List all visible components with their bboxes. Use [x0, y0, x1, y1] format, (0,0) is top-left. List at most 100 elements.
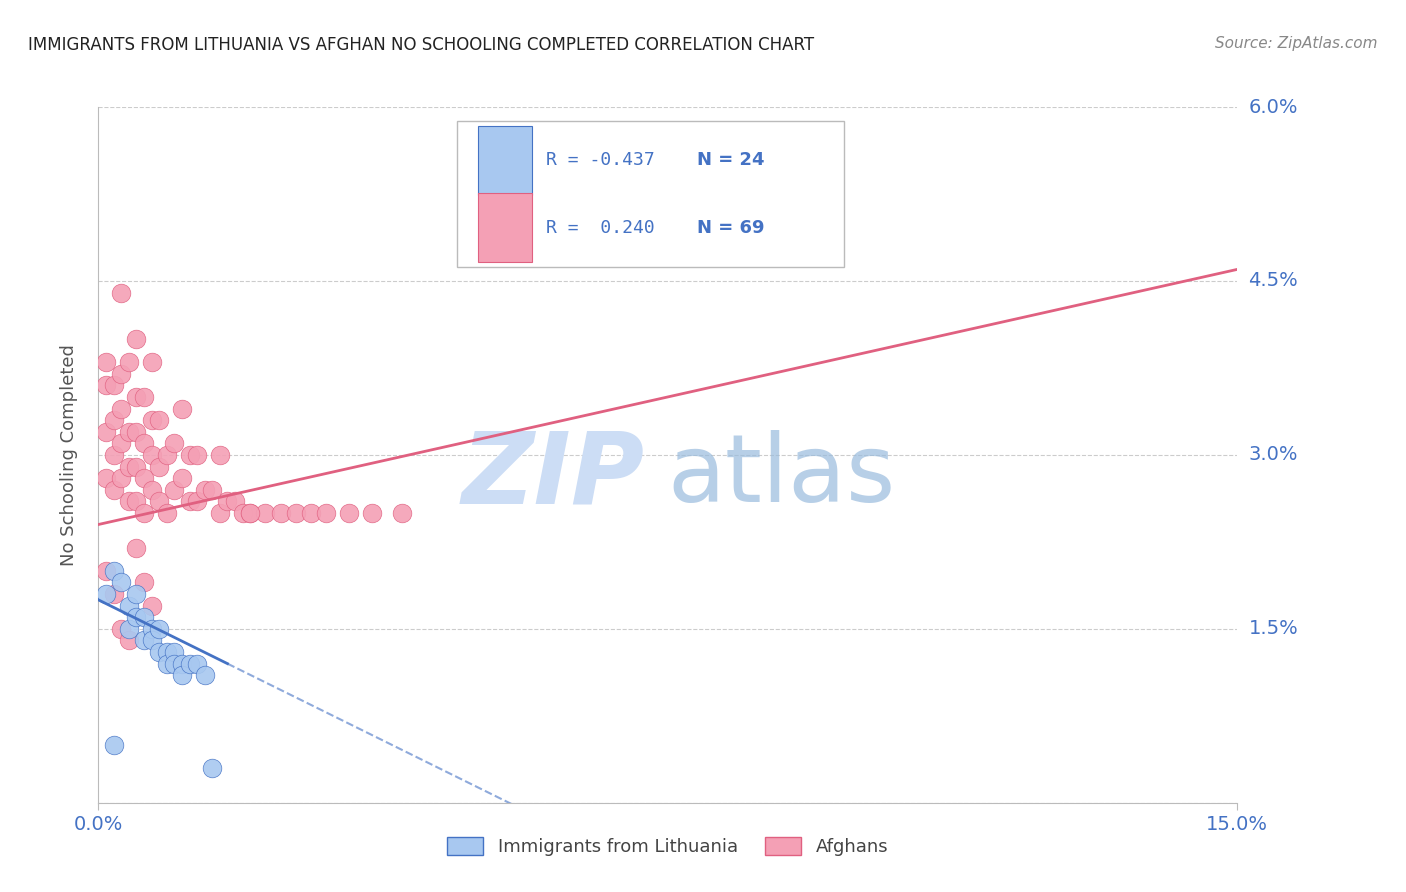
Point: [118, 622, 141, 636]
Point: [141, 633, 163, 648]
Point: [299, 506, 322, 520]
Point: [132, 471, 155, 485]
Text: 1.5%: 1.5%: [1249, 619, 1298, 639]
Point: [110, 575, 132, 590]
Point: [110, 436, 132, 450]
Point: [132, 610, 155, 624]
Point: [110, 401, 132, 416]
Point: [94, 587, 117, 601]
Text: N = 24: N = 24: [697, 152, 765, 169]
Point: [232, 506, 254, 520]
Point: [118, 599, 141, 613]
Y-axis label: No Schooling Completed: No Schooling Completed: [59, 344, 77, 566]
Point: [315, 506, 337, 520]
Point: [148, 413, 170, 427]
Point: [156, 657, 179, 671]
Point: [94, 564, 117, 578]
Point: [254, 506, 277, 520]
Bar: [478, 193, 533, 262]
Point: [156, 506, 179, 520]
Point: [148, 645, 170, 659]
Point: [201, 761, 224, 775]
Point: [156, 645, 179, 659]
Text: 3.0%: 3.0%: [1249, 445, 1298, 465]
Point: [125, 332, 148, 346]
Point: [132, 575, 155, 590]
Point: [141, 413, 163, 427]
Point: [103, 483, 125, 497]
Point: [103, 738, 125, 752]
Point: [118, 459, 141, 474]
Point: [132, 633, 155, 648]
Point: [94, 425, 117, 439]
Point: [239, 506, 262, 520]
Point: [148, 494, 170, 508]
Point: [170, 401, 193, 416]
Point: [141, 355, 163, 369]
Point: [179, 657, 201, 671]
Point: [224, 494, 246, 508]
Text: IMMIGRANTS FROM LITHUANIA VS AFGHAN NO SCHOOLING COMPLETED CORRELATION CHART: IMMIGRANTS FROM LITHUANIA VS AFGHAN NO S…: [28, 36, 814, 54]
Point: [186, 494, 208, 508]
Point: [118, 633, 141, 648]
Point: [125, 459, 148, 474]
Legend: Immigrants from Lithuania, Afghans: Immigrants from Lithuania, Afghans: [440, 830, 896, 863]
Point: [194, 668, 217, 682]
Point: [201, 483, 224, 497]
Text: ZIP: ZIP: [463, 427, 645, 524]
Point: [103, 448, 125, 462]
Point: [156, 448, 179, 462]
Text: 4.5%: 4.5%: [1249, 271, 1298, 291]
Point: [284, 506, 307, 520]
Text: R =  0.240: R = 0.240: [546, 219, 655, 236]
Point: [163, 645, 186, 659]
Point: [125, 587, 148, 601]
Point: [270, 506, 292, 520]
Point: [217, 494, 239, 508]
Point: [103, 378, 125, 392]
Point: [125, 390, 148, 404]
Point: [110, 471, 132, 485]
Point: [94, 378, 117, 392]
Point: [118, 494, 141, 508]
Point: [163, 657, 186, 671]
Text: 6.0%: 6.0%: [1249, 97, 1298, 117]
Text: R = -0.437: R = -0.437: [546, 152, 655, 169]
FancyBboxPatch shape: [457, 121, 845, 267]
Point: [103, 413, 125, 427]
Point: [125, 541, 148, 555]
Point: [163, 436, 186, 450]
Point: [360, 506, 382, 520]
Point: [118, 355, 141, 369]
Point: [132, 506, 155, 520]
Point: [125, 425, 148, 439]
Point: [118, 425, 141, 439]
Point: [170, 668, 193, 682]
Text: N = 69: N = 69: [697, 219, 765, 236]
Point: [337, 506, 360, 520]
Point: [208, 506, 231, 520]
Point: [110, 367, 132, 381]
Point: [141, 483, 163, 497]
Point: [208, 448, 231, 462]
Point: [94, 355, 117, 369]
Point: [103, 564, 125, 578]
Point: [179, 448, 201, 462]
Point: [148, 459, 170, 474]
Point: [194, 483, 217, 497]
Point: [125, 494, 148, 508]
Point: [733, 227, 755, 242]
Point: [141, 622, 163, 636]
Point: [141, 599, 163, 613]
Point: [186, 657, 208, 671]
Point: [163, 483, 186, 497]
Point: [110, 622, 132, 636]
Point: [186, 448, 208, 462]
Text: Source: ZipAtlas.com: Source: ZipAtlas.com: [1215, 36, 1378, 51]
Point: [391, 506, 413, 520]
Point: [148, 622, 170, 636]
Point: [125, 610, 148, 624]
Point: [132, 390, 155, 404]
Point: [103, 587, 125, 601]
Bar: [478, 126, 533, 195]
